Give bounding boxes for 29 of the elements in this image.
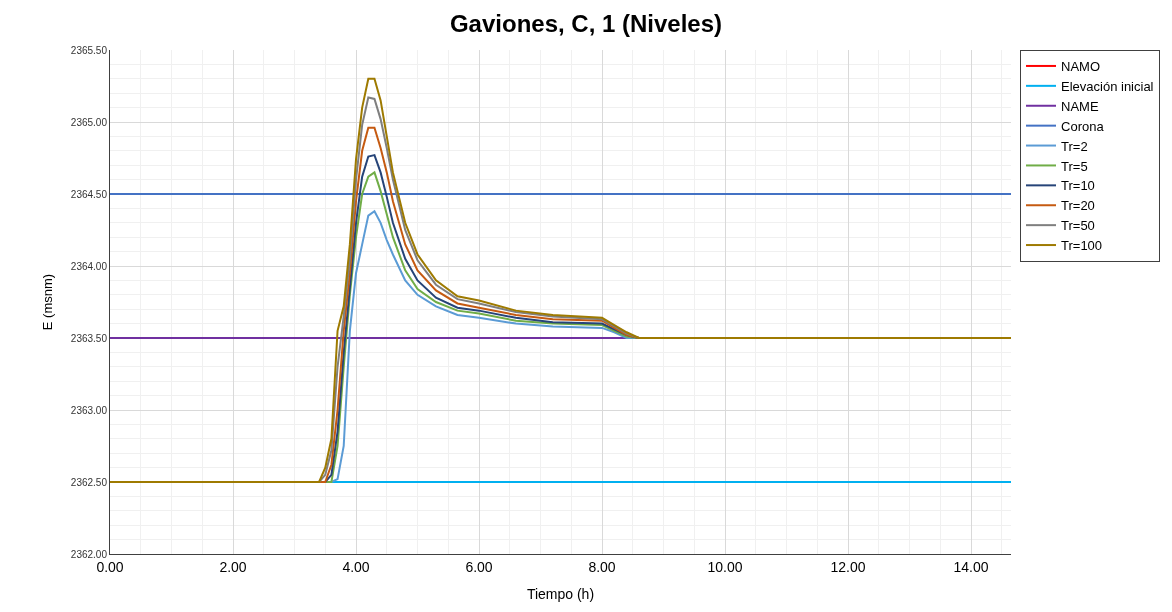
legend-label: NAME	[1061, 98, 1099, 114]
legend-label: Elevación inicial	[1061, 78, 1154, 94]
x-axis-title: Tiempo (h)	[526, 586, 595, 603]
y-tick-label: 2364.00	[70, 260, 108, 272]
legend-label: Tr=5	[1061, 158, 1088, 174]
y-tick-label: 2363.00	[70, 404, 108, 416]
x-tick-label: 10.00	[707, 558, 743, 575]
x-tick-label: 14.00	[953, 558, 989, 575]
legend-label: Tr=50	[1061, 218, 1095, 234]
x-tick-label: 6.00	[465, 558, 493, 575]
y-tick-label: 2362.00	[70, 548, 108, 560]
x-tick-label: 0.00	[96, 558, 124, 575]
x-tick-label: 2.00	[219, 558, 247, 575]
legend-label: Tr=20	[1061, 198, 1095, 214]
legend-label: Tr=10	[1061, 178, 1095, 194]
y-axis-title: E (msnm)	[39, 273, 55, 331]
legend-label: NAMO	[1061, 59, 1101, 75]
y-tick-label: 2365.00	[70, 116, 108, 128]
legend-label: Tr=100	[1061, 238, 1103, 254]
chart-title: Gaviones, C, 1 (Niveles)	[449, 10, 723, 38]
y-tick-label: 2363.50	[70, 332, 108, 344]
x-tick-label: 4.00	[342, 558, 370, 575]
legend-label: Corona	[1061, 118, 1105, 134]
x-tick-label: 8.00	[588, 558, 616, 575]
y-tick-label: 2365.50	[70, 44, 108, 56]
y-tick-label: 2362.50	[70, 476, 108, 488]
x-tick-label: 12.00	[830, 558, 866, 575]
legend-label: Tr=2	[1061, 138, 1088, 154]
y-tick-label: 2364.50	[70, 188, 108, 200]
